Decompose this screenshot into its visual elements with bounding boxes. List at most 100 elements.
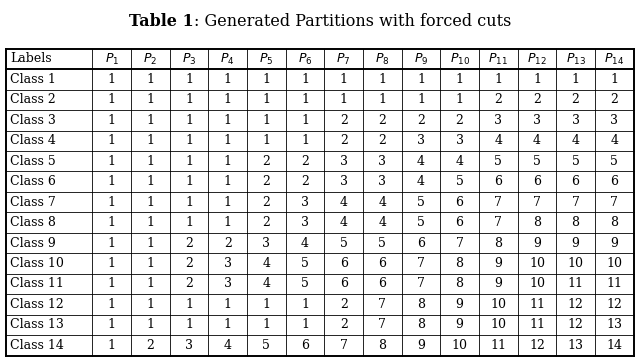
Text: 9: 9: [572, 236, 580, 249]
Text: 8: 8: [572, 216, 580, 229]
Text: 1: 1: [533, 73, 541, 86]
Text: 5: 5: [301, 257, 309, 270]
Text: 1: 1: [108, 236, 116, 249]
Text: 1: 1: [417, 73, 425, 86]
Text: 1: 1: [185, 175, 193, 188]
Text: 6: 6: [378, 278, 387, 291]
Text: 1: 1: [301, 318, 309, 331]
Text: 4: 4: [572, 134, 580, 147]
Text: 6: 6: [456, 196, 463, 209]
Text: 1: 1: [572, 73, 580, 86]
Text: 14: 14: [606, 339, 622, 352]
Text: 1: 1: [147, 155, 154, 168]
Text: 8: 8: [417, 318, 425, 331]
Text: 5: 5: [533, 155, 541, 168]
Text: 2: 2: [301, 155, 309, 168]
Text: 1: 1: [378, 93, 387, 106]
Text: $P_{10}$: $P_{10}$: [449, 51, 470, 66]
Text: Class 9: Class 9: [10, 236, 56, 249]
Text: 7: 7: [378, 318, 386, 331]
Text: 1: 1: [301, 298, 309, 311]
Text: 3: 3: [533, 114, 541, 127]
Text: 4: 4: [456, 155, 463, 168]
Text: 1: 1: [108, 257, 116, 270]
Text: 1: 1: [301, 73, 309, 86]
Text: 5: 5: [262, 339, 270, 352]
Text: Class 6: Class 6: [10, 175, 56, 188]
Text: 1: 1: [494, 73, 502, 86]
Text: Table 1: Table 1: [129, 13, 194, 30]
Text: Class 3: Class 3: [10, 114, 56, 127]
Text: 1: 1: [223, 216, 232, 229]
Text: 1: 1: [340, 93, 348, 106]
Text: 10: 10: [529, 257, 545, 270]
Text: 2: 2: [533, 93, 541, 106]
Text: 7: 7: [572, 196, 580, 209]
Text: $P_7$: $P_7$: [337, 51, 351, 66]
Text: 3: 3: [262, 236, 270, 249]
Text: $P_9$: $P_9$: [413, 51, 428, 66]
Text: 9: 9: [494, 257, 502, 270]
Text: 1: 1: [108, 216, 116, 229]
Text: 8: 8: [533, 216, 541, 229]
Text: 1: 1: [223, 114, 232, 127]
Text: 1: 1: [262, 93, 270, 106]
Text: 11: 11: [529, 318, 545, 331]
Text: 2: 2: [340, 318, 348, 331]
Text: 1: 1: [185, 134, 193, 147]
Text: 2: 2: [185, 236, 193, 249]
Text: 1: 1: [147, 134, 154, 147]
Text: 10: 10: [606, 257, 622, 270]
Text: 1: 1: [108, 93, 116, 106]
Text: 3: 3: [340, 175, 348, 188]
Text: 1: 1: [108, 196, 116, 209]
Text: 1: 1: [108, 278, 116, 291]
Text: 4: 4: [301, 236, 309, 249]
Text: 5: 5: [417, 216, 425, 229]
Text: Class 8: Class 8: [10, 216, 56, 229]
Text: 3: 3: [185, 339, 193, 352]
Text: 6: 6: [611, 175, 618, 188]
Text: 7: 7: [417, 278, 425, 291]
Text: 9: 9: [456, 298, 463, 311]
Text: 1: 1: [147, 236, 154, 249]
Text: 12: 12: [606, 298, 622, 311]
Text: 3: 3: [223, 257, 232, 270]
Text: 1: 1: [147, 318, 154, 331]
Text: 1: 1: [456, 93, 463, 106]
Text: 1: 1: [147, 278, 154, 291]
Text: 2: 2: [224, 236, 232, 249]
Text: 2: 2: [340, 134, 348, 147]
Text: 1: 1: [301, 93, 309, 106]
Text: $P_4$: $P_4$: [220, 51, 235, 66]
Text: 4: 4: [262, 257, 270, 270]
Text: 3: 3: [494, 114, 502, 127]
Text: 12: 12: [568, 298, 584, 311]
Text: Class 14: Class 14: [10, 339, 64, 352]
Text: 11: 11: [606, 278, 622, 291]
Text: 2: 2: [185, 257, 193, 270]
Text: 1: 1: [185, 298, 193, 311]
Text: 3: 3: [378, 155, 387, 168]
Text: 1: 1: [223, 318, 232, 331]
Text: 6: 6: [301, 339, 309, 352]
Text: 11: 11: [568, 278, 584, 291]
Text: 1: 1: [185, 196, 193, 209]
Text: 5: 5: [456, 175, 463, 188]
Text: 1: 1: [108, 73, 116, 86]
Text: 4: 4: [417, 175, 425, 188]
Text: 6: 6: [494, 175, 502, 188]
Text: 7: 7: [533, 196, 541, 209]
Text: 1: 1: [108, 298, 116, 311]
Text: 8: 8: [494, 236, 502, 249]
Text: $P_{11}$: $P_{11}$: [488, 51, 508, 66]
Text: 4: 4: [611, 134, 618, 147]
Text: 8: 8: [456, 257, 463, 270]
Text: 5: 5: [378, 236, 386, 249]
Text: 1: 1: [108, 155, 116, 168]
Text: 5: 5: [494, 155, 502, 168]
Text: 10: 10: [452, 339, 468, 352]
Text: $P_6$: $P_6$: [298, 51, 312, 66]
Text: 1: 1: [147, 73, 154, 86]
Text: 1: 1: [223, 196, 232, 209]
